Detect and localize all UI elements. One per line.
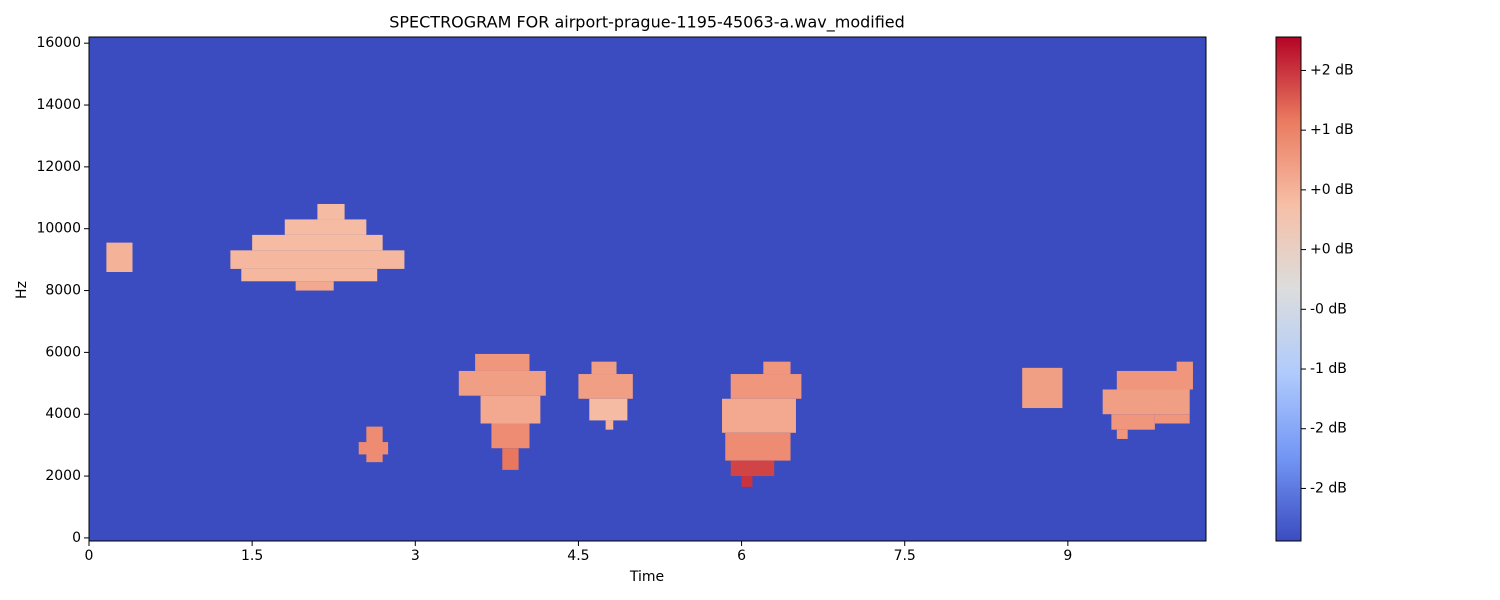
spectrogram-cell xyxy=(725,432,791,461)
colorbar-tick-label: -2 dB xyxy=(1310,421,1347,437)
colorbar-tick-label: +0 dB xyxy=(1310,242,1354,258)
x-tick-label: 3 xyxy=(411,548,420,564)
spectrogram-cell xyxy=(241,268,378,282)
spectrogram-cell xyxy=(591,361,617,375)
spectrogram-cell xyxy=(763,361,791,375)
colorbar xyxy=(1275,36,1302,542)
x-tick-label: 4.5 xyxy=(567,548,589,564)
y-tick-label: 14000 xyxy=(36,97,81,113)
spectrogram-cell xyxy=(106,242,133,272)
x-axis-label: Time xyxy=(629,569,664,585)
colorbar-tick-label: +2 dB xyxy=(1310,62,1354,78)
colorbar-tick-label: +1 dB xyxy=(1310,122,1354,138)
spectrogram-background xyxy=(89,37,1206,541)
spectrogram-cell xyxy=(475,353,530,371)
spectrogram-cell xyxy=(1022,367,1063,409)
spectrogram-cell xyxy=(1102,389,1190,415)
spectrogram-cell xyxy=(491,423,530,449)
y-axis-label: Hz xyxy=(14,281,30,299)
spectrogram-cell xyxy=(458,370,546,396)
spectrogram-cell xyxy=(502,448,519,470)
colorbar-tick-label: -2 dB xyxy=(1310,480,1347,496)
spectrogram-cell xyxy=(366,426,383,463)
y-tick-label: 0 xyxy=(72,530,81,546)
spectrogram-cell xyxy=(605,420,614,430)
spectrogram-cell xyxy=(230,250,405,269)
y-tick-label: 10000 xyxy=(36,221,81,237)
spectrogram-cell xyxy=(1154,414,1190,424)
spectrogram-cell xyxy=(480,395,541,424)
spectrogram-cell xyxy=(284,219,367,235)
spectrogram-cell xyxy=(578,374,633,399)
colorbar-tick-label: +0 dB xyxy=(1310,182,1354,198)
spectrogram-cell xyxy=(317,203,345,220)
spectrogram-cell xyxy=(730,460,775,477)
x-tick-label: 7.5 xyxy=(894,548,916,564)
spectrogram-cell xyxy=(730,374,802,399)
y-tick-label: 16000 xyxy=(36,35,81,51)
y-tick-label: 4000 xyxy=(45,406,81,422)
y-tick-label: 8000 xyxy=(45,283,81,299)
spectrogram-cell xyxy=(1111,414,1155,430)
x-tick-label: 0 xyxy=(85,548,94,564)
spectrogram-cell xyxy=(741,476,753,487)
y-tick-label: 6000 xyxy=(45,344,81,360)
x-tick-label: 1.5 xyxy=(241,548,263,564)
plot-frame xyxy=(88,36,1207,542)
chart-title: SPECTROGRAM FOR airport-prague-1195-4506… xyxy=(389,13,905,33)
spectrogram-cell xyxy=(722,398,796,433)
spectrogram-cell xyxy=(252,234,383,251)
colorbar-tick-label: -0 dB xyxy=(1310,301,1347,317)
y-tick-label: 2000 xyxy=(45,468,81,484)
x-tick-label: 9 xyxy=(1063,548,1072,564)
y-tick-label: 12000 xyxy=(36,159,81,175)
spectrogram-cell xyxy=(1116,429,1128,439)
x-tick-label: 6 xyxy=(737,548,746,564)
spectrogram-cell xyxy=(1116,370,1193,390)
colorbar-tick-label: -1 dB xyxy=(1310,361,1347,377)
spectrogram-cell xyxy=(295,281,334,291)
spectrogram-cell xyxy=(589,398,628,421)
